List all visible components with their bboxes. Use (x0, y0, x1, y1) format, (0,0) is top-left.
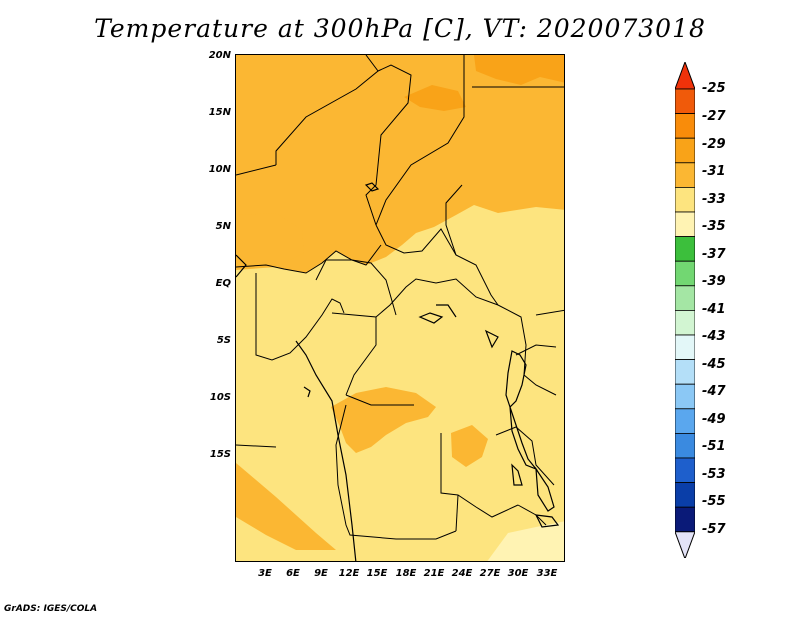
lon-label-18e: 18E (395, 568, 417, 579)
contour-region-warm-coast (236, 213, 304, 270)
colorbar-label: -43 (702, 329, 726, 344)
colorbar-label: -27 (702, 109, 726, 124)
lon-label-27e: 27E (479, 568, 501, 579)
lat-label-10s: 10S (209, 392, 231, 403)
colorbar-upper-tip (675, 62, 695, 90)
color-bar (675, 62, 695, 558)
colorbar-segment (675, 211, 695, 238)
colorbar-segment (675, 137, 695, 164)
lon-label-21e: 21E (423, 568, 445, 579)
lon-label-15e: 15E (366, 568, 388, 579)
lat-label-5n: 5N (215, 221, 231, 232)
contour-region-warmer-spot (404, 85, 466, 111)
lat-label-15n: 15N (208, 107, 231, 118)
colorbar-label: -49 (702, 412, 726, 427)
colorbar-segment (675, 285, 695, 311)
colorbar-segment (675, 260, 695, 287)
credit-text: GrADS: IGES/COLA (4, 604, 98, 614)
colorbar-label: -51 (702, 439, 726, 454)
colorbar-label: -37 (702, 247, 726, 262)
colorbar-label: -41 (702, 302, 726, 317)
country-borders (236, 55, 564, 540)
lon-label-6e: 6E (286, 568, 300, 579)
colorbar-label: -35 (702, 219, 726, 234)
lat-label-5s: 5S (216, 335, 231, 346)
colorbar-segment (675, 334, 695, 361)
colorbar-segment (675, 309, 695, 336)
colorbar-label: -33 (702, 192, 726, 207)
contour-region-warm-central (331, 387, 436, 453)
contour-region-warm-north (236, 55, 564, 273)
lon-label-9e: 9E (314, 568, 328, 579)
lat-label-15s: 15S (209, 449, 231, 460)
colorbar-label: -25 (702, 81, 726, 96)
colorbar-segment (675, 432, 695, 459)
lat-label-20n: 20N (208, 50, 231, 61)
temperature-field (236, 55, 564, 561)
colorbar-lower-tip (675, 531, 695, 558)
colorbar-segment (675, 88, 695, 115)
lon-label-24e: 24E (451, 568, 473, 579)
colorbar-segment (675, 383, 695, 410)
colorbar-segment (675, 359, 695, 385)
lon-label-3e: 3E (258, 568, 272, 579)
colorbar-label: -53 (702, 467, 726, 482)
colorbar-segment (675, 113, 695, 139)
contour-region-warm-southwest (236, 463, 336, 550)
colorbar-label: -57 (702, 522, 726, 537)
plot-title: Temperature at 300hPa [C], VT: 202007301… (94, 14, 706, 43)
colorbar-segment (675, 482, 695, 508)
lon-label-12e: 12E (338, 568, 360, 579)
lon-label-33e: 33E (536, 568, 558, 579)
colorbar-label: -55 (702, 494, 726, 509)
colorbar-segment (675, 457, 695, 484)
contour-region-cool-southeast (487, 521, 564, 561)
colorbar-label: -39 (702, 274, 726, 289)
colorbar-segment (675, 506, 695, 533)
colorbar-label: -45 (702, 357, 726, 372)
colorbar-segment (675, 408, 695, 434)
colorbar-label: -47 (702, 384, 726, 399)
contour-region-warm-east (451, 425, 488, 467)
colorbar-segment (675, 187, 695, 213)
colorbar-label: -29 (702, 137, 726, 152)
map-panel (235, 54, 565, 562)
contour-region-warmer-north (474, 55, 564, 85)
lat-label-eq: EQ (215, 278, 231, 289)
lat-label-10n: 10N (208, 164, 231, 175)
lon-label-30e: 30E (507, 568, 529, 579)
coastlines (236, 182, 560, 561)
colorbar-label: -31 (702, 164, 726, 179)
colorbar-segment (675, 162, 695, 188)
colorbar-segment (675, 236, 695, 262)
